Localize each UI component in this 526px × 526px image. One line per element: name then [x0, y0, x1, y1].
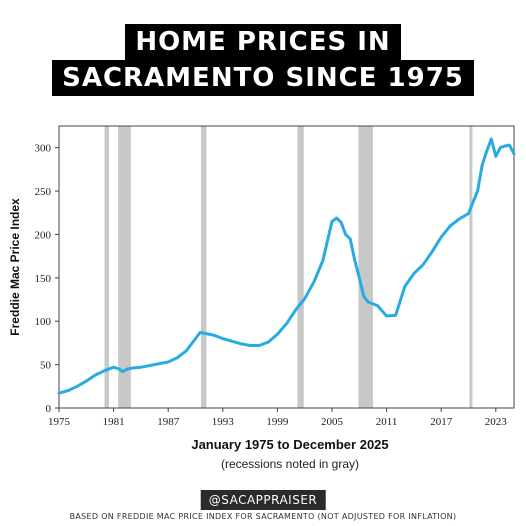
title-block: HOME PRICES IN SACRAMENTO SINCE 1975 [0, 24, 526, 96]
y-tick-label: 300 [35, 143, 52, 155]
series-line [57, 137, 516, 395]
plot-frame [58, 125, 515, 409]
page-title-line-2: SACRAMENTO SINCE 1975 [52, 60, 474, 96]
recession-band [297, 126, 304, 408]
recession-band [104, 126, 110, 408]
x-axis-note: (recessions noted in gray) [221, 457, 359, 471]
axes: 0 50 100 150 200 250 300 1975 1981 1987 1993 1999 20… [35, 143, 508, 428]
x-tick-label: 1981 [103, 416, 125, 428]
y-tick-label: 100 [35, 316, 52, 328]
x-tick-label: 2017 [430, 416, 453, 428]
source-footnote: BASED ON FREDDIE MAC PRICE INDEX FOR SAC… [69, 512, 457, 521]
author-handle: @SACAPPRAISER [200, 490, 326, 510]
x-tick-label: 1993 [212, 416, 235, 428]
recession-bands [104, 126, 473, 408]
x-tick-label: 2005 [321, 416, 344, 428]
y-tick-label: 200 [35, 229, 52, 241]
y-tick-label: 0 [46, 403, 52, 415]
x-tick-label: 2011 [376, 416, 398, 428]
x-tick-label: 2023 [485, 416, 508, 428]
x-tick-label: 1975 [48, 416, 71, 428]
x-axis-label: January 1975 to December 2025 [191, 437, 388, 452]
x-tick-label: 1999 [266, 416, 289, 428]
page-title-line-1: HOME PRICES IN [125, 24, 401, 60]
recession-band [200, 126, 207, 408]
recession-band [118, 126, 131, 408]
y-tick-label: 150 [35, 273, 52, 285]
recession-band [469, 126, 473, 408]
recession-band [358, 126, 373, 408]
y-tick-label: 250 [35, 186, 52, 198]
x-tick-label: 1987 [157, 416, 180, 428]
y-axis-label: Freddie Mac Price Index [8, 198, 22, 336]
y-tick-label: 50 [40, 360, 52, 372]
